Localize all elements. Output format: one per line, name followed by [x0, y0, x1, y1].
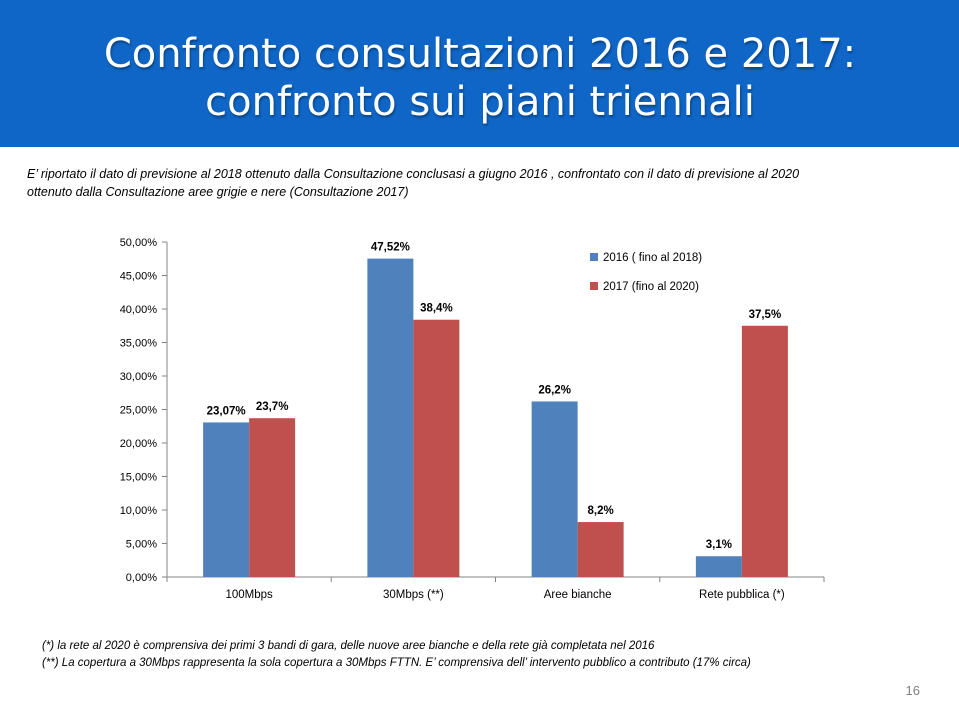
data-label: 23,07% [207, 405, 246, 417]
data-label: 26,2% [538, 384, 571, 396]
bar-2017 [577, 522, 624, 577]
y-tick-label: 45,00% [120, 271, 158, 283]
footnote-1: (*) la rete al 2020 è comprensiva dei pr… [42, 640, 655, 652]
intro-text: E’ riportato il dato di previsione al 20… [27, 165, 927, 201]
data-label: 47,52% [371, 242, 410, 254]
y-tick-label: 0,00% [126, 572, 157, 584]
bar-2017 [741, 325, 788, 577]
slide-title-line-2: confronto sui piani triennali [205, 79, 755, 125]
bar-2016 [695, 556, 742, 577]
bar-chart: 0,00% 5,00% 10,00% 15,00% 20,00% 25,00% 30,00%… [120, 237, 825, 601]
y-tick-label: 30,00% [120, 371, 158, 383]
bar-2016 [531, 401, 578, 577]
y-tick-label: 15,00% [120, 472, 158, 484]
bar-2016 [367, 258, 414, 577]
bar-2016 [203, 422, 250, 577]
y-tick-label: 25,00% [120, 405, 158, 417]
y-tick-label: 10,00% [120, 505, 158, 517]
footnotes: (*) la rete al 2020 è comprensiva dei pr… [42, 638, 922, 672]
intro-line-2: ottenuto dalla Consultazione aree grigie… [27, 185, 409, 199]
data-label: 8,2% [588, 505, 614, 517]
x-category-label: Rete pubblica (*) [699, 589, 785, 601]
footnote-2: (**) La copertura a 30Mbps rappresenta l… [42, 657, 751, 669]
bar-2017 [249, 418, 296, 577]
x-category-label: 30Mbps (**) [383, 589, 444, 601]
legend-label: 2017 (fino al 2020) [603, 281, 699, 293]
data-label: 37,5% [749, 309, 782, 321]
bar-2017 [413, 319, 460, 577]
data-label: 3,1% [706, 539, 732, 551]
y-tick-label: 35,00% [120, 338, 158, 350]
slide-title: Confronto consultazioni 2016 e 2017: con… [40, 30, 920, 126]
legend-label: 2016 ( fino al 2018) [603, 252, 702, 264]
y-tick-label: 5,00% [126, 539, 157, 551]
data-label: 38,4% [420, 303, 453, 315]
y-tick-label: 50,00% [120, 237, 158, 249]
legend-swatch [590, 282, 598, 290]
y-tick-label: 20,00% [120, 438, 158, 450]
intro-line-1: E’ riportato il dato di previsione al 20… [27, 167, 800, 181]
x-category-label: Aree bianche [544, 589, 612, 601]
x-category-label: 100Mbps [225, 589, 273, 601]
legend-swatch [590, 253, 598, 261]
data-label: 23,7% [256, 401, 289, 413]
page-number: 16 [905, 683, 920, 698]
slide-title-line-1: Confronto consultazioni 2016 e 2017: [103, 31, 857, 77]
title-banner [0, 0, 959, 147]
y-tick-label: 40,00% [120, 304, 158, 316]
